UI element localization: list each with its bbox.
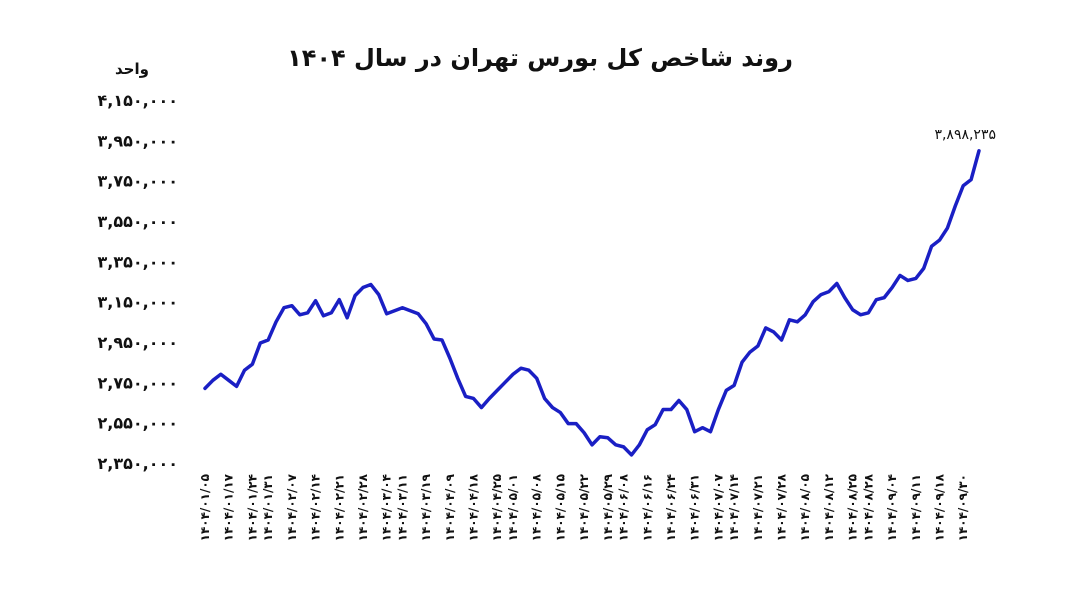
chart-title: روند شاخص کل بورس تهران در سال ۱۴۰۴ xyxy=(287,44,793,72)
x-tick-label: ۱۴۰۴/۰۸/۱۲ xyxy=(822,473,836,541)
x-tick-label: ۱۴۰۴/۰۵/۱۵ xyxy=(553,474,567,541)
x-tick-label: ۱۴۰۴/۰۹/۳۰ xyxy=(956,474,970,541)
x-tick-label: ۱۴۰۴/۰۸/۰۵ xyxy=(798,474,812,541)
x-tick-label: ۱۴۰۴/۰۲/۰۷ xyxy=(285,473,299,541)
x-tick-label: ۱۴۰۴/۰۴/۱۸ xyxy=(467,473,481,541)
x-tick-label: ۱۴۰۴/۰۱/۰۵ xyxy=(198,474,212,541)
x-tick-label: ۱۴۰۴/۰۶/۳۱ xyxy=(688,474,702,541)
x-tick-label: ۱۴۰۴/۰۹/۱۸ xyxy=(933,473,947,541)
x-tick-label: ۱۴۰۴/۰۵/۲۲ xyxy=(577,473,591,541)
x-tick-label: ۱۴۰۴/۰۸/۲۵ xyxy=(846,474,860,541)
x-tick-label: ۱۴۰۴/۰۷/۰۷ xyxy=(711,473,725,541)
x-tick-label: ۱۴۰۴/۰۶/۲۴ xyxy=(664,474,678,541)
x-tick-label: ۱۴۰۴/۰۲/۱۴ xyxy=(309,474,323,541)
y-tick-label: ۳,۷۵۰,۰۰۰ xyxy=(97,172,178,191)
x-tick-label: ۱۴۰۴/۰۶/۰۸ xyxy=(617,473,631,541)
x-tick-label: ۱۴۰۴/۰۷/۲۸ xyxy=(775,473,789,541)
x-tick-label: ۱۴۰۴/۰۳/۰۴ xyxy=(380,474,394,541)
y-tick-label: ۲,۷۵۰,۰۰۰ xyxy=(97,373,178,392)
y-tick-label: ۲,۹۵۰,۰۰۰ xyxy=(97,333,178,352)
y-tick-label: ۲,۳۵۰,۰۰۰ xyxy=(97,454,178,473)
y-tick-label: ۲,۵۵۰,۰۰۰ xyxy=(97,414,178,433)
x-tick-label: ۱۴۰۴/۰۱/۱۷ xyxy=(222,473,236,541)
x-tick-label: ۱۴۰۴/۰۳/۱۹ xyxy=(419,473,433,541)
y-tick-label: ۴,۱۵۰,۰۰۰ xyxy=(97,91,178,110)
x-tick-label: ۱۴۰۴/۰۲/۲۱ xyxy=(332,474,346,541)
x-tick-label: ۱۴۰۴/۰۴/۰۹ xyxy=(443,473,457,541)
x-tick-label: ۱۴۰۴/۰۹/۱۱ xyxy=(909,474,923,541)
x-tick-label: ۱۴۰۴/۰۲/۲۸ xyxy=(356,473,370,541)
x-tick-label: ۱۴۰۴/۰۴/۲۵ xyxy=(490,474,504,541)
value-label: ۳,۸۹۸,۲۳۵ xyxy=(934,127,996,143)
x-tick-label: ۱۴۰۴/۰۳/۱۱ xyxy=(395,474,409,541)
x-tick-label: ۱۴۰۴/۰۱/۲۴ xyxy=(245,474,259,541)
x-tick-label: ۱۴۰۴/۰۷/۲۱ xyxy=(751,474,765,541)
x-tick-label: ۱۴۰۴/۰۷/۱۴ xyxy=(727,474,741,541)
x-tick-label: ۱۴۰۴/۰۹/۰۴ xyxy=(885,474,899,541)
y-tick-label: ۳,۱۵۰,۰۰۰ xyxy=(97,293,178,312)
line-series xyxy=(203,149,981,457)
x-tick-label: ۱۴۰۴/۰۸/۲۸ xyxy=(861,473,875,541)
x-tick-label: ۱۴۰۴/۰۵/۰۱ xyxy=(506,474,520,541)
x-tick-label: ۱۴۰۴/۰۵/۰۸ xyxy=(530,473,544,541)
x-tick-label: ۱۴۰۴/۰۵/۲۹ xyxy=(601,473,615,541)
x-tick-label: ۱۴۰۴/۰۱/۳۱ xyxy=(261,474,275,541)
x-tick-label: ۱۴۰۴/۰۶/۱۶ xyxy=(640,474,654,541)
y-axis-title: واحد xyxy=(115,60,149,78)
y-tick-label: ۳,۵۵۰,۰۰۰ xyxy=(97,212,178,231)
y-tick-label: ۳,۹۵۰,۰۰۰ xyxy=(97,131,178,150)
y-tick-label: ۳,۳۵۰,۰۰۰ xyxy=(97,252,178,271)
